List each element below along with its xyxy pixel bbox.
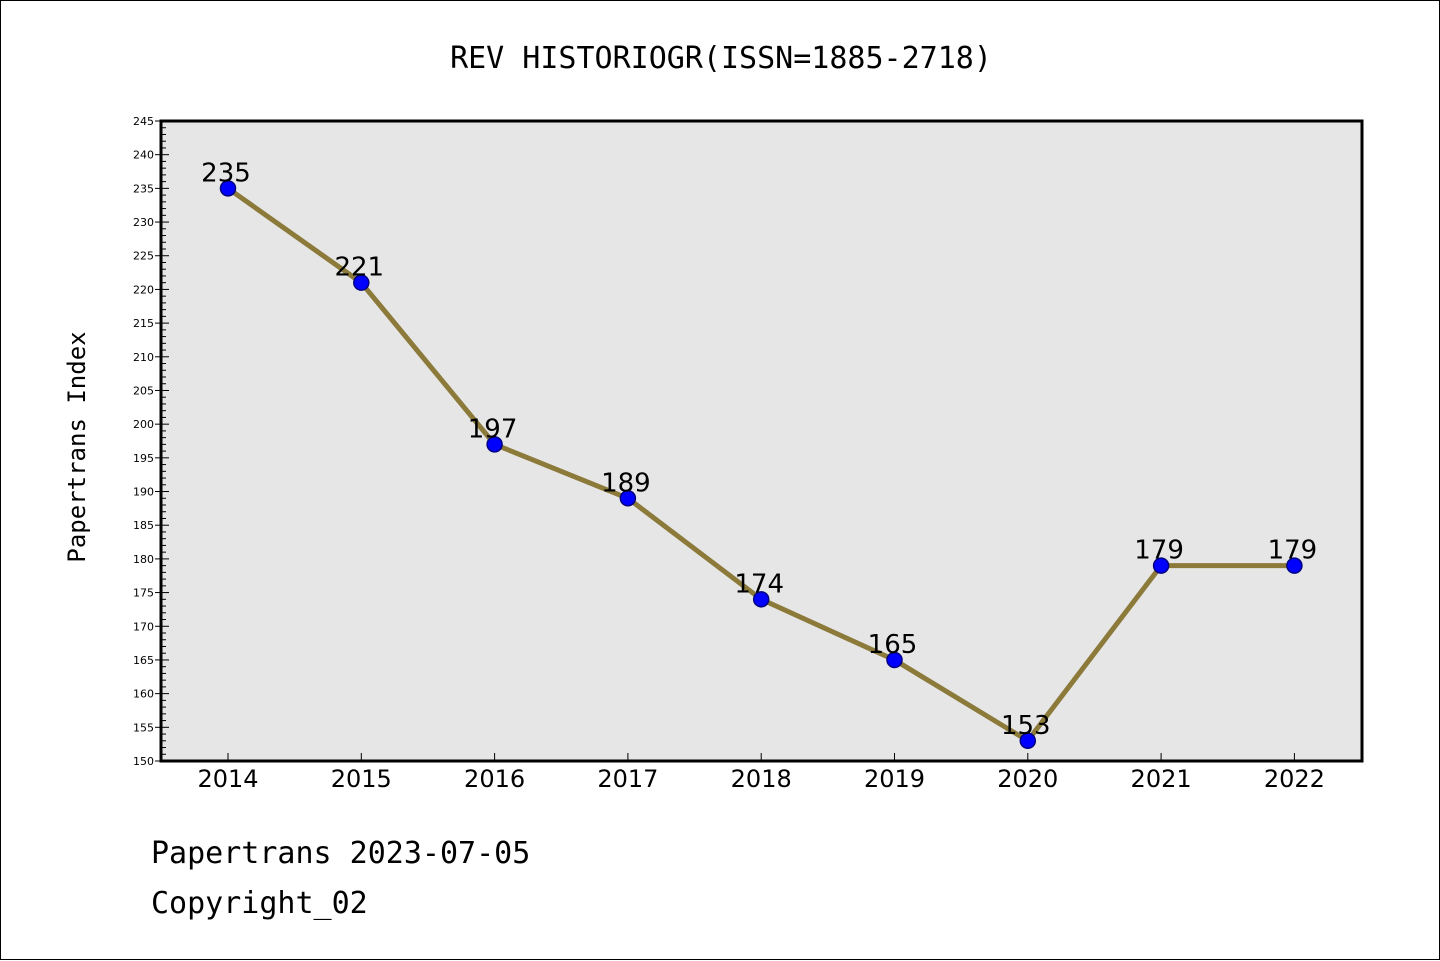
x-tick-label: 2019 [864,765,925,793]
y-tick-label: 230 [133,216,154,229]
y-tick-label: 150 [133,755,154,768]
y-tick-label: 220 [133,283,154,296]
chart-title: REV HISTORIOGR(ISSN=1885-2718) [450,41,992,76]
x-tick-label: 2017 [597,765,658,793]
y-tick-label: 170 [133,620,154,633]
y-tick-label: 245 [133,115,154,128]
y-tick-label: 235 [133,182,154,195]
y-tick-label: 225 [133,250,154,263]
y-axis-label: Papertrans Index [63,331,91,562]
x-tick-label: 2016 [464,765,525,793]
data-point [1286,557,1303,574]
y-tick-label: 160 [133,688,154,701]
data-labels-layer: 235 221 197 189 174 165 153 179 179 [201,158,1317,740]
x-tick-label: 2015 [331,765,392,793]
data-point [619,490,637,507]
series-layer [219,180,1303,750]
x-tick-label: 2014 [197,765,258,793]
footer-copyright: Copyright_02 [151,886,368,921]
data-point [486,436,503,453]
data-point [219,180,237,197]
y-tick-label: 195 [133,452,154,465]
y-tick-label: 215 [133,317,154,330]
y-tick-label: 190 [133,486,154,499]
data-point [1152,557,1170,574]
y-tick-label: 180 [133,553,154,566]
data-point [1019,732,1037,750]
data-label: 153 [1001,711,1051,741]
y-tick-label: 165 [133,654,154,667]
data-label: 221 [334,253,384,283]
plot-area [159,119,1364,763]
x-tick-label: 2021 [1131,765,1192,793]
data-point [353,274,370,291]
data-point [752,591,770,608]
x-axis-ticks: 2014 2015 2016 2017 2018 2019 2020 2021 2022 [197,753,1325,793]
x-tick-label: 2020 [997,765,1058,793]
x-tick-label: 2018 [731,765,792,793]
data-label: 179 [1134,536,1184,566]
footer-date: Papertrans 2023-07-05 [151,836,531,871]
y-tick-label: 240 [133,149,154,162]
y-tick-label: 155 [133,721,154,734]
data-label: 197 [468,414,518,444]
y-tick-label: 205 [133,384,154,397]
y-tick-label: 175 [133,587,154,600]
y-tick-label: 210 [133,351,154,364]
y-axis-ticks: 150 155 160 165 170 175 180 185 190 195 200 205 210 2… [133,115,169,768]
data-label: 174 [734,569,784,599]
data-label: 179 [1268,536,1318,566]
y-tick-label: 200 [133,418,154,431]
data-label: 235 [201,158,251,188]
data-label: 189 [601,468,651,498]
x-tick-label: 2022 [1264,765,1325,793]
y-tick-label: 185 [133,519,154,532]
data-label: 165 [868,630,918,660]
data-point [886,651,903,669]
